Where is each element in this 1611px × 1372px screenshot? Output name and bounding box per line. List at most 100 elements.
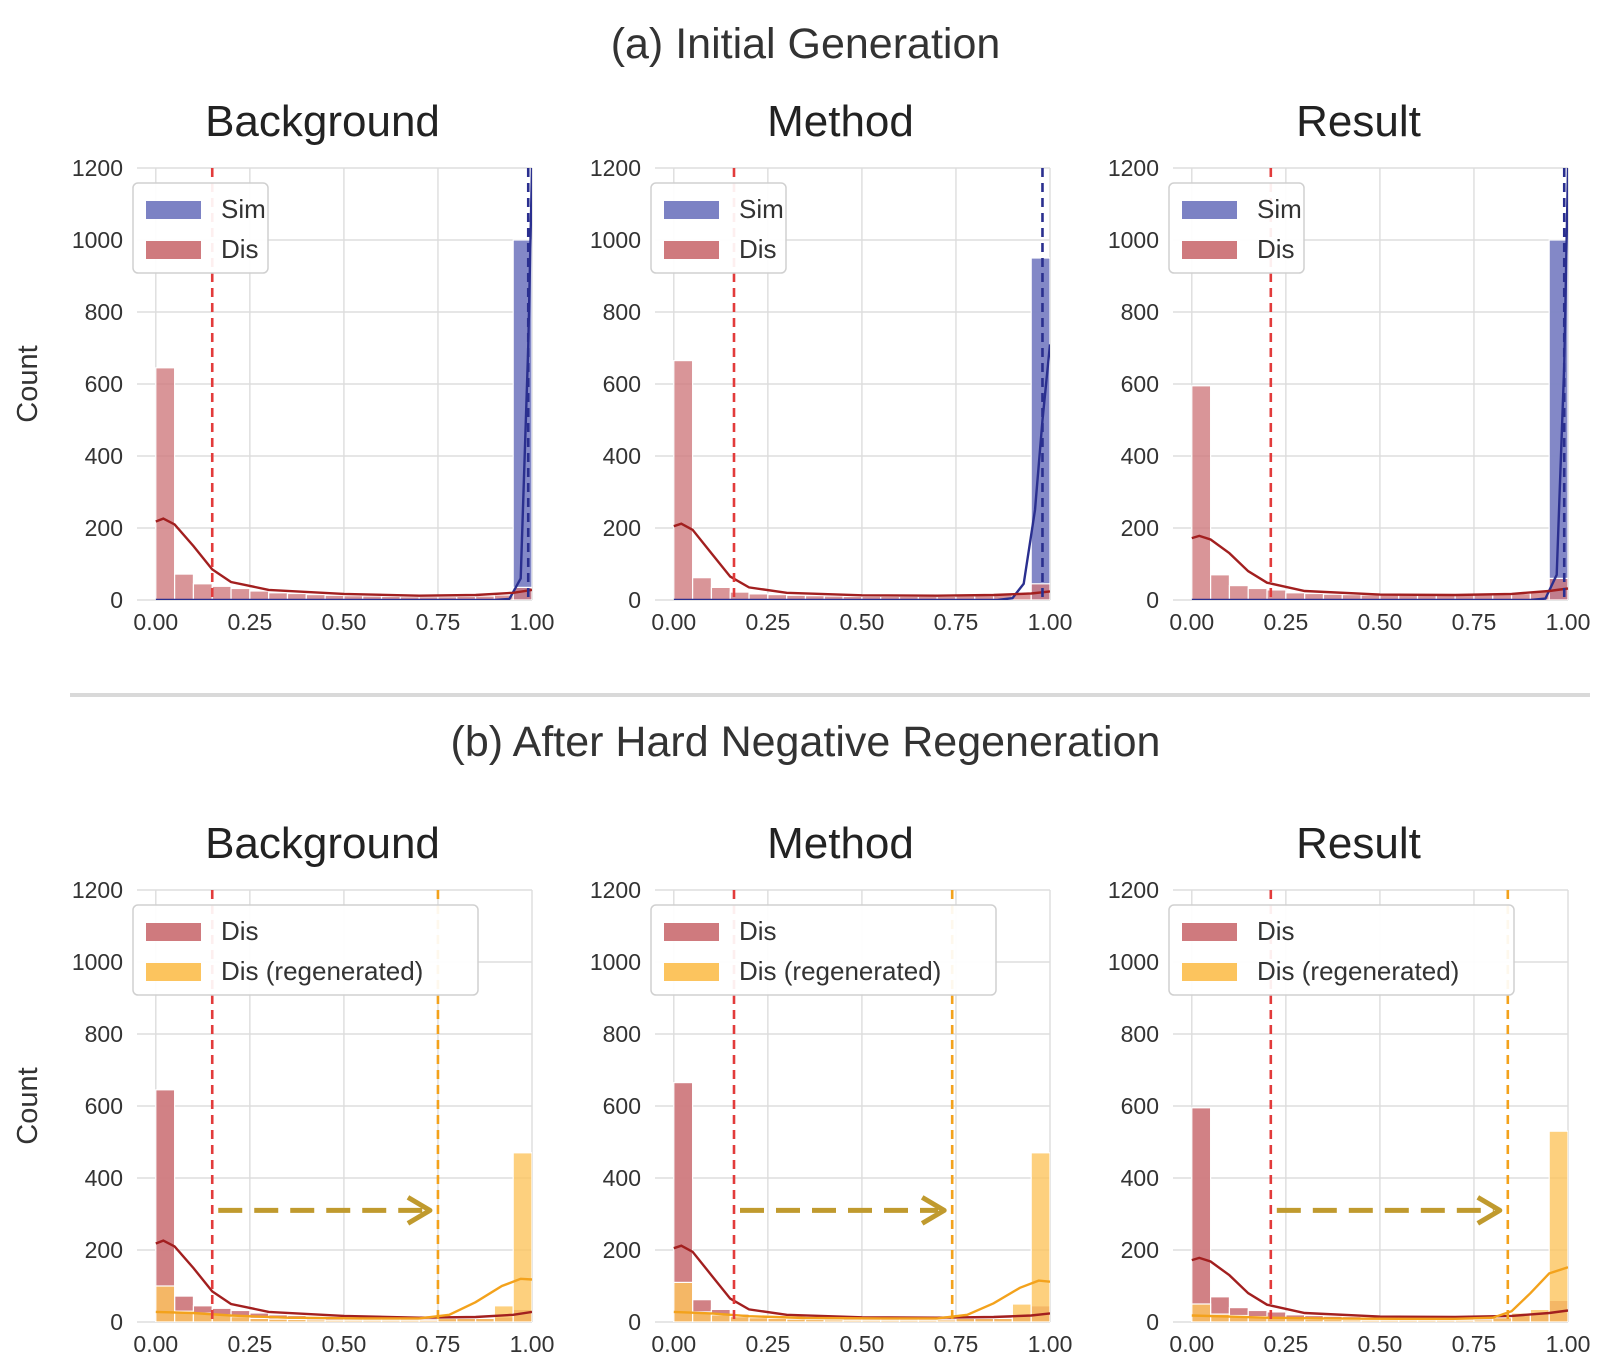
y-tick-label: 800: [85, 299, 123, 325]
legend-swatch: [146, 923, 201, 941]
legend-swatch: [664, 963, 719, 981]
histogram-bar: [880, 1319, 901, 1322]
kde-curve: [673, 1279, 1050, 1320]
legend-swatch: [664, 923, 719, 941]
histogram-bar: [268, 1318, 289, 1322]
legend-swatch: [146, 201, 201, 219]
x-tick-label: 0.00: [133, 1331, 178, 1357]
y-tick-label: 1200: [72, 155, 123, 181]
x-tick-label: 0.25: [227, 1331, 272, 1357]
histogram-bar: [955, 1317, 976, 1322]
histogram-bar: [230, 1315, 251, 1322]
y-tick-label: 400: [603, 443, 641, 469]
histogram-bar: [286, 1318, 307, 1322]
x-tick-label: 0.50: [1358, 609, 1403, 635]
histogram-bar: [1191, 1107, 1212, 1322]
histogram-panel-5: 0 200 400 600 800 1000 1200 0.00 0.25 0.50 0.75 1.0…: [590, 819, 1073, 1357]
histogram-bar: [842, 1319, 863, 1322]
y-tick-label: 1200: [1108, 155, 1159, 181]
histogram-bar: [1454, 1319, 1475, 1322]
legend-label: Dis: [221, 234, 259, 264]
histogram-bar: [456, 1317, 477, 1322]
kde-curve: [673, 1244, 1050, 1319]
histogram-bar: [936, 1319, 957, 1322]
legend-swatch: [1182, 241, 1237, 259]
x-tick-label: 0.50: [840, 1331, 885, 1357]
histogram-bar: [917, 1319, 938, 1322]
kde-curve: [1191, 1266, 1568, 1321]
y-tick-label: 600: [603, 371, 641, 397]
y-tick-label: 200: [1121, 1237, 1159, 1263]
section-title-initial: (a) Initial Generation: [610, 20, 1001, 68]
histogram-bar: [512, 1152, 532, 1322]
kde-curve: [673, 522, 1050, 597]
histogram-bar: [155, 367, 176, 600]
histogram-bar: [992, 1317, 1013, 1322]
histogram-bar: [155, 1285, 176, 1322]
x-tick-label: 0.00: [651, 609, 696, 635]
x-tick-label: 0.75: [416, 609, 461, 635]
histogram-bar: [343, 1319, 364, 1322]
y-tick-label: 400: [85, 1165, 123, 1191]
x-tick-label: 1.00: [510, 1331, 555, 1357]
legend-swatch: [1182, 923, 1237, 941]
x-tick-label: 0.00: [651, 1331, 696, 1357]
legend-label: Sim: [221, 194, 266, 224]
histogram-bar: [155, 1089, 176, 1322]
legend-label: Dis: [1257, 234, 1295, 264]
histogram-bar: [362, 1319, 383, 1322]
y-tick-label: 1200: [590, 155, 641, 181]
y-tick-label: 400: [85, 443, 123, 469]
histogram-bar: [1191, 385, 1212, 600]
x-tick-label: 0.25: [227, 609, 272, 635]
y-tick-label: 0: [628, 587, 641, 613]
y-tick-label: 400: [1121, 443, 1159, 469]
y-tick-label: 800: [603, 299, 641, 325]
legend: [650, 904, 997, 996]
histogram-bar: [1548, 1130, 1568, 1322]
x-tick-label: 0.50: [1358, 1331, 1403, 1357]
legend: [132, 904, 479, 996]
histogram-bar: [767, 1317, 788, 1322]
legend-label: Dis: [221, 916, 259, 946]
legend-label: Dis (regenerated): [739, 956, 941, 986]
x-tick-label: 0.75: [934, 1331, 979, 1357]
y-tick-label: 1000: [1108, 227, 1159, 253]
y-tick-label: 800: [1121, 299, 1159, 325]
histogram-bar: [324, 1319, 345, 1322]
y-tick-label: 1200: [1108, 877, 1159, 903]
section-divider: [70, 693, 1590, 697]
plot-content: [155, 890, 532, 1322]
y-axis-label: Count: [12, 1067, 44, 1144]
histogram-bar: [1398, 1319, 1419, 1322]
histogram-bar: [1473, 1319, 1494, 1322]
x-tick-label: 1.00: [510, 609, 555, 635]
histogram-bar: [1435, 1319, 1456, 1322]
histogram-bar: [861, 1319, 882, 1322]
legend-swatch: [146, 963, 201, 981]
x-tick-label: 0.00: [1169, 1331, 1214, 1357]
histogram-bar: [1341, 1319, 1362, 1322]
legend-label: Dis: [1257, 916, 1295, 946]
x-tick-label: 1.00: [1546, 609, 1591, 635]
plot-content: [673, 168, 1050, 600]
y-tick-label: 200: [85, 515, 123, 541]
panel-title: Result: [1296, 819, 1421, 868]
histogram-bar: [692, 577, 713, 600]
legend-label: Dis: [739, 234, 777, 264]
panel-title: Method: [767, 97, 914, 146]
shift-arrow-head: [920, 1195, 947, 1226]
x-tick-label: 0.75: [1452, 1331, 1497, 1357]
histogram-bar: [804, 1318, 825, 1322]
legend-label: Sim: [1257, 194, 1302, 224]
histogram-bar: [1360, 1319, 1381, 1322]
y-tick-label: 1000: [590, 227, 641, 253]
plot-content: [673, 890, 1050, 1322]
y-tick-label: 800: [1121, 1021, 1159, 1047]
kde-curve: [673, 344, 1050, 600]
histogram-bar: [673, 360, 694, 600]
histogram-bar: [1322, 1318, 1343, 1322]
legend-label: Dis: [739, 916, 777, 946]
histogram-panel-4: 0 200 400 600 800 1000 1200 0.00 0.25 0.50 0.75 1.0…: [12, 819, 554, 1357]
section-title-regeneration: (b) After Hard Negative Regeneration: [450, 718, 1161, 766]
